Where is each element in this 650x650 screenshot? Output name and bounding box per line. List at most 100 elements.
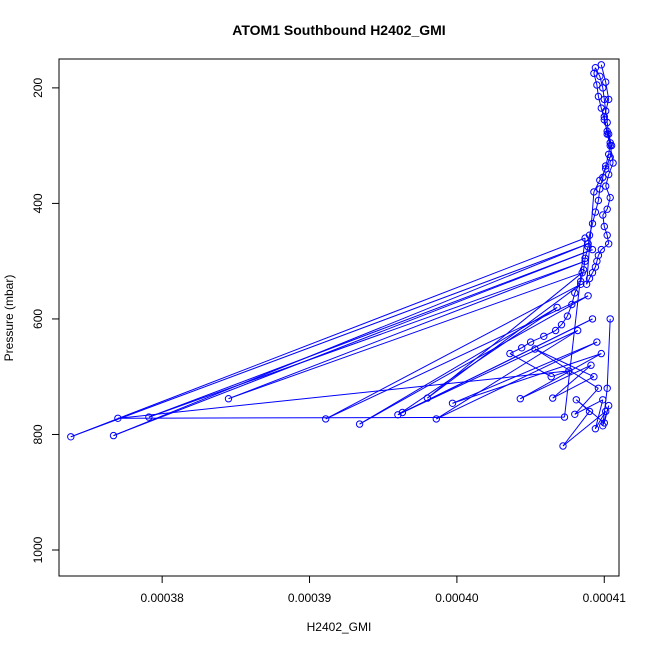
data-point bbox=[594, 196, 603, 205]
series-segment bbox=[359, 295, 589, 425]
data-point bbox=[557, 321, 566, 329]
data-point bbox=[588, 219, 597, 228]
data-point bbox=[605, 401, 613, 410]
data-point bbox=[597, 61, 605, 69]
data-point bbox=[518, 344, 526, 352]
x-tick-label: 0.00039 bbox=[288, 591, 332, 605]
data-point bbox=[599, 396, 607, 404]
y-tick-label: 600 bbox=[31, 309, 45, 329]
data-point bbox=[584, 240, 592, 248]
data-point bbox=[526, 338, 535, 346]
series-segment bbox=[574, 387, 599, 415]
series-segment bbox=[584, 246, 589, 259]
series-segment bbox=[562, 411, 590, 447]
series-segment bbox=[593, 180, 601, 193]
data-point bbox=[563, 312, 572, 320]
series-segment bbox=[571, 292, 576, 305]
series-segment bbox=[436, 330, 578, 420]
x-tick-label: 0.00040 bbox=[435, 591, 479, 605]
data-point bbox=[574, 326, 582, 335]
data-point bbox=[355, 420, 364, 428]
series-segment bbox=[606, 318, 611, 389]
series-segment bbox=[402, 318, 593, 413]
data-point bbox=[602, 162, 610, 170]
series-segment bbox=[594, 200, 599, 213]
data-point bbox=[603, 231, 611, 239]
data-point bbox=[588, 245, 597, 254]
data-point bbox=[516, 395, 524, 403]
data-point bbox=[590, 373, 598, 381]
series-segment bbox=[534, 348, 595, 378]
data-point bbox=[599, 422, 607, 430]
series-points bbox=[67, 61, 617, 450]
data-point bbox=[540, 332, 548, 340]
data-point bbox=[590, 69, 598, 78]
data-point bbox=[599, 173, 607, 182]
series-segment bbox=[592, 211, 596, 224]
data-point bbox=[114, 414, 122, 422]
data-point bbox=[603, 127, 611, 135]
data-point bbox=[577, 277, 585, 286]
series-segment bbox=[589, 223, 593, 236]
data-point bbox=[594, 384, 603, 392]
series-segment bbox=[603, 99, 607, 112]
y-tick-label: 400 bbox=[31, 193, 45, 213]
series-segment bbox=[70, 237, 586, 438]
series-segment bbox=[594, 67, 601, 77]
series-segment bbox=[452, 341, 598, 404]
data-point bbox=[587, 361, 595, 369]
series-segment bbox=[599, 76, 604, 89]
y-tick-label: 1000 bbox=[31, 536, 45, 563]
data-point bbox=[584, 292, 592, 300]
series-segment bbox=[605, 154, 610, 167]
series-segment bbox=[606, 197, 611, 210]
data-point bbox=[581, 254, 589, 262]
data-point bbox=[602, 182, 610, 190]
data-point bbox=[577, 280, 585, 288]
data-point bbox=[593, 81, 601, 89]
series-segment bbox=[593, 73, 598, 86]
series-segment bbox=[436, 341, 598, 420]
series-segment bbox=[117, 370, 569, 419]
y-tick-label: 200 bbox=[31, 78, 45, 98]
series-segment bbox=[566, 304, 573, 317]
data-point bbox=[571, 410, 579, 418]
data-point bbox=[547, 373, 555, 381]
data-point bbox=[553, 303, 561, 312]
series-segment bbox=[427, 283, 581, 399]
data-point bbox=[571, 289, 579, 297]
x-tick-label: 0.00041 bbox=[583, 591, 627, 605]
data-point bbox=[593, 338, 601, 346]
data-point bbox=[572, 396, 580, 404]
series-segment bbox=[359, 306, 558, 425]
data-point bbox=[581, 257, 589, 265]
series-segment bbox=[520, 364, 592, 400]
data-point bbox=[549, 394, 557, 402]
data-point bbox=[603, 384, 611, 392]
data-point bbox=[605, 95, 613, 104]
series-segment bbox=[452, 353, 602, 404]
y-tick-label: 800 bbox=[31, 424, 45, 444]
data-point bbox=[559, 442, 567, 450]
data-point bbox=[597, 349, 605, 358]
data-point bbox=[591, 425, 600, 433]
data-point bbox=[599, 84, 607, 92]
data-point bbox=[591, 208, 600, 216]
data-point bbox=[394, 411, 402, 419]
data-point bbox=[606, 193, 614, 202]
data-point bbox=[109, 431, 118, 440]
data-point bbox=[597, 245, 605, 254]
series-segment bbox=[530, 335, 545, 343]
series-segment bbox=[608, 162, 614, 175]
series-segment bbox=[402, 330, 578, 413]
series-segment bbox=[561, 315, 568, 325]
series-segment bbox=[597, 188, 601, 201]
series-segment bbox=[594, 399, 604, 429]
data-point bbox=[581, 234, 589, 242]
series-lines bbox=[70, 64, 614, 447]
data-point bbox=[597, 104, 605, 112]
series-segment bbox=[602, 87, 605, 100]
data-point bbox=[531, 345, 539, 353]
data-point bbox=[224, 395, 233, 403]
data-point bbox=[602, 78, 610, 86]
